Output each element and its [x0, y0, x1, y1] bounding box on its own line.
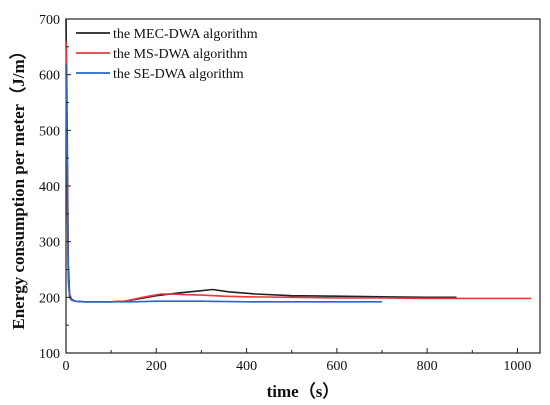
y-tick-label: 700 [39, 13, 60, 28]
legend-label-1: the MEC-DWA algorithm [113, 27, 258, 42]
y-tick-label: 300 [39, 236, 60, 251]
legend: the MEC-DWA algorithm the MS-DWA algorith… [76, 27, 258, 82]
x-tick-label: 600 [326, 359, 347, 374]
y-axis-ticks: 100 200 300 400 500 600 700 [39, 13, 71, 362]
y-tick-label: 500 [39, 124, 60, 139]
x-axis-title: time（s） [267, 381, 340, 401]
y-tick-label: 400 [39, 180, 60, 195]
legend-label-3: the SE-DWA algorithm [113, 67, 244, 82]
y-tick-label: 100 [39, 347, 60, 362]
x-tick-label: 200 [146, 359, 167, 374]
series-line-3 [65, 63, 382, 303]
x-tick-label: 1000 [503, 359, 531, 374]
y-axis-title: Energy consumption per meter（J/m） [8, 42, 28, 329]
y-tick-label: 600 [39, 69, 60, 84]
y-tick-label: 200 [39, 291, 60, 306]
x-axis-ticks: 0 200 400 600 800 1000 [63, 348, 531, 374]
x-tick-label: 400 [236, 359, 257, 374]
x-tick-label: 0 [63, 359, 70, 374]
series-layer [65, 18, 531, 303]
legend-label-2: the MS-DWA algorithm [113, 47, 248, 62]
x-tick-label: 800 [417, 359, 438, 374]
